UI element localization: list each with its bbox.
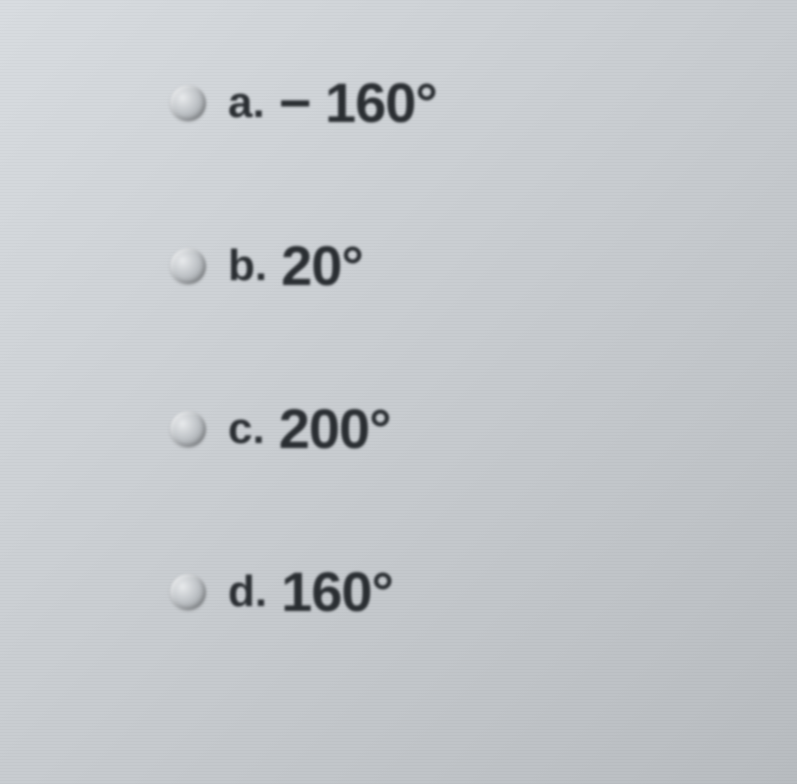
option-row-b: b. 20° [170,233,797,298]
radio-a[interactable] [170,85,206,121]
radio-c[interactable] [170,411,206,447]
radio-d[interactable] [170,574,206,610]
option-letter-c: c. [228,404,265,454]
radio-b[interactable] [170,248,206,284]
option-row-c: c. 200° [170,396,797,461]
option-letter-a: a. [228,78,265,128]
option-row-a: a. − 160° [170,70,797,135]
option-row-d: d. 160° [170,559,797,624]
option-value-a: − 160° [279,70,437,135]
option-value-c: 200° [279,396,391,461]
option-value-d: 160° [281,559,393,624]
option-letter-b: b. [228,241,267,291]
option-value-b: 20° [281,233,363,298]
option-letter-d: d. [228,567,267,617]
